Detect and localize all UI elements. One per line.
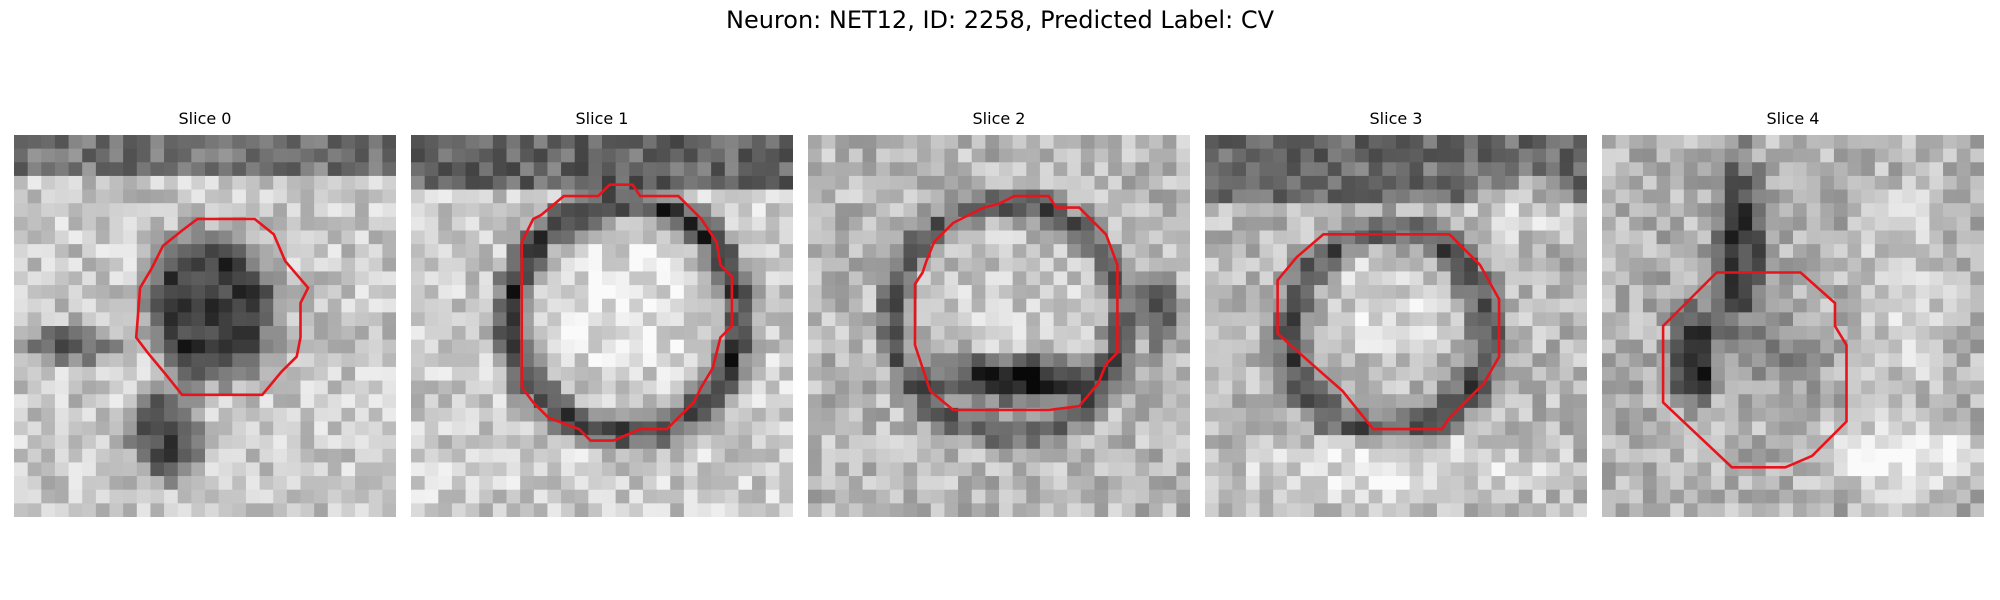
slice-title-1: Slice 1 (575, 109, 629, 128)
pixel-grid (14, 135, 396, 517)
roi-contour (913, 194, 1119, 412)
slice-image-3 (1205, 135, 1587, 517)
slice-panel-4: Slice 4 (1602, 105, 1984, 517)
slice-image-2 (808, 135, 1190, 517)
roi-contour (134, 217, 310, 397)
slice-image-4 (1602, 135, 1984, 517)
slice-panel-0: Slice 0 (14, 105, 396, 517)
pixel-grid (411, 135, 793, 517)
slice-panel-1: Slice 1 (411, 105, 793, 517)
pixel-grid (808, 135, 1190, 517)
slice-panel-2: Slice 2 (808, 105, 1190, 517)
slice-title-2: Slice 2 (972, 109, 1026, 128)
slice-image-0 (14, 135, 396, 517)
pixel-grid (1205, 135, 1587, 517)
pixel-grid (1602, 135, 1984, 517)
slice-image-1 (411, 135, 793, 517)
figure-title: Neuron: NET12, ID: 2258, Predicted Label… (726, 6, 1274, 34)
slice-panel-3: Slice 3 (1205, 105, 1587, 517)
roi-contour (520, 183, 734, 442)
slice-title-0: Slice 0 (178, 109, 232, 128)
slice-title-3: Slice 3 (1369, 109, 1423, 128)
roi-contour (1276, 233, 1501, 431)
roi-contour (1661, 271, 1848, 469)
slice-title-4: Slice 4 (1766, 109, 1820, 128)
